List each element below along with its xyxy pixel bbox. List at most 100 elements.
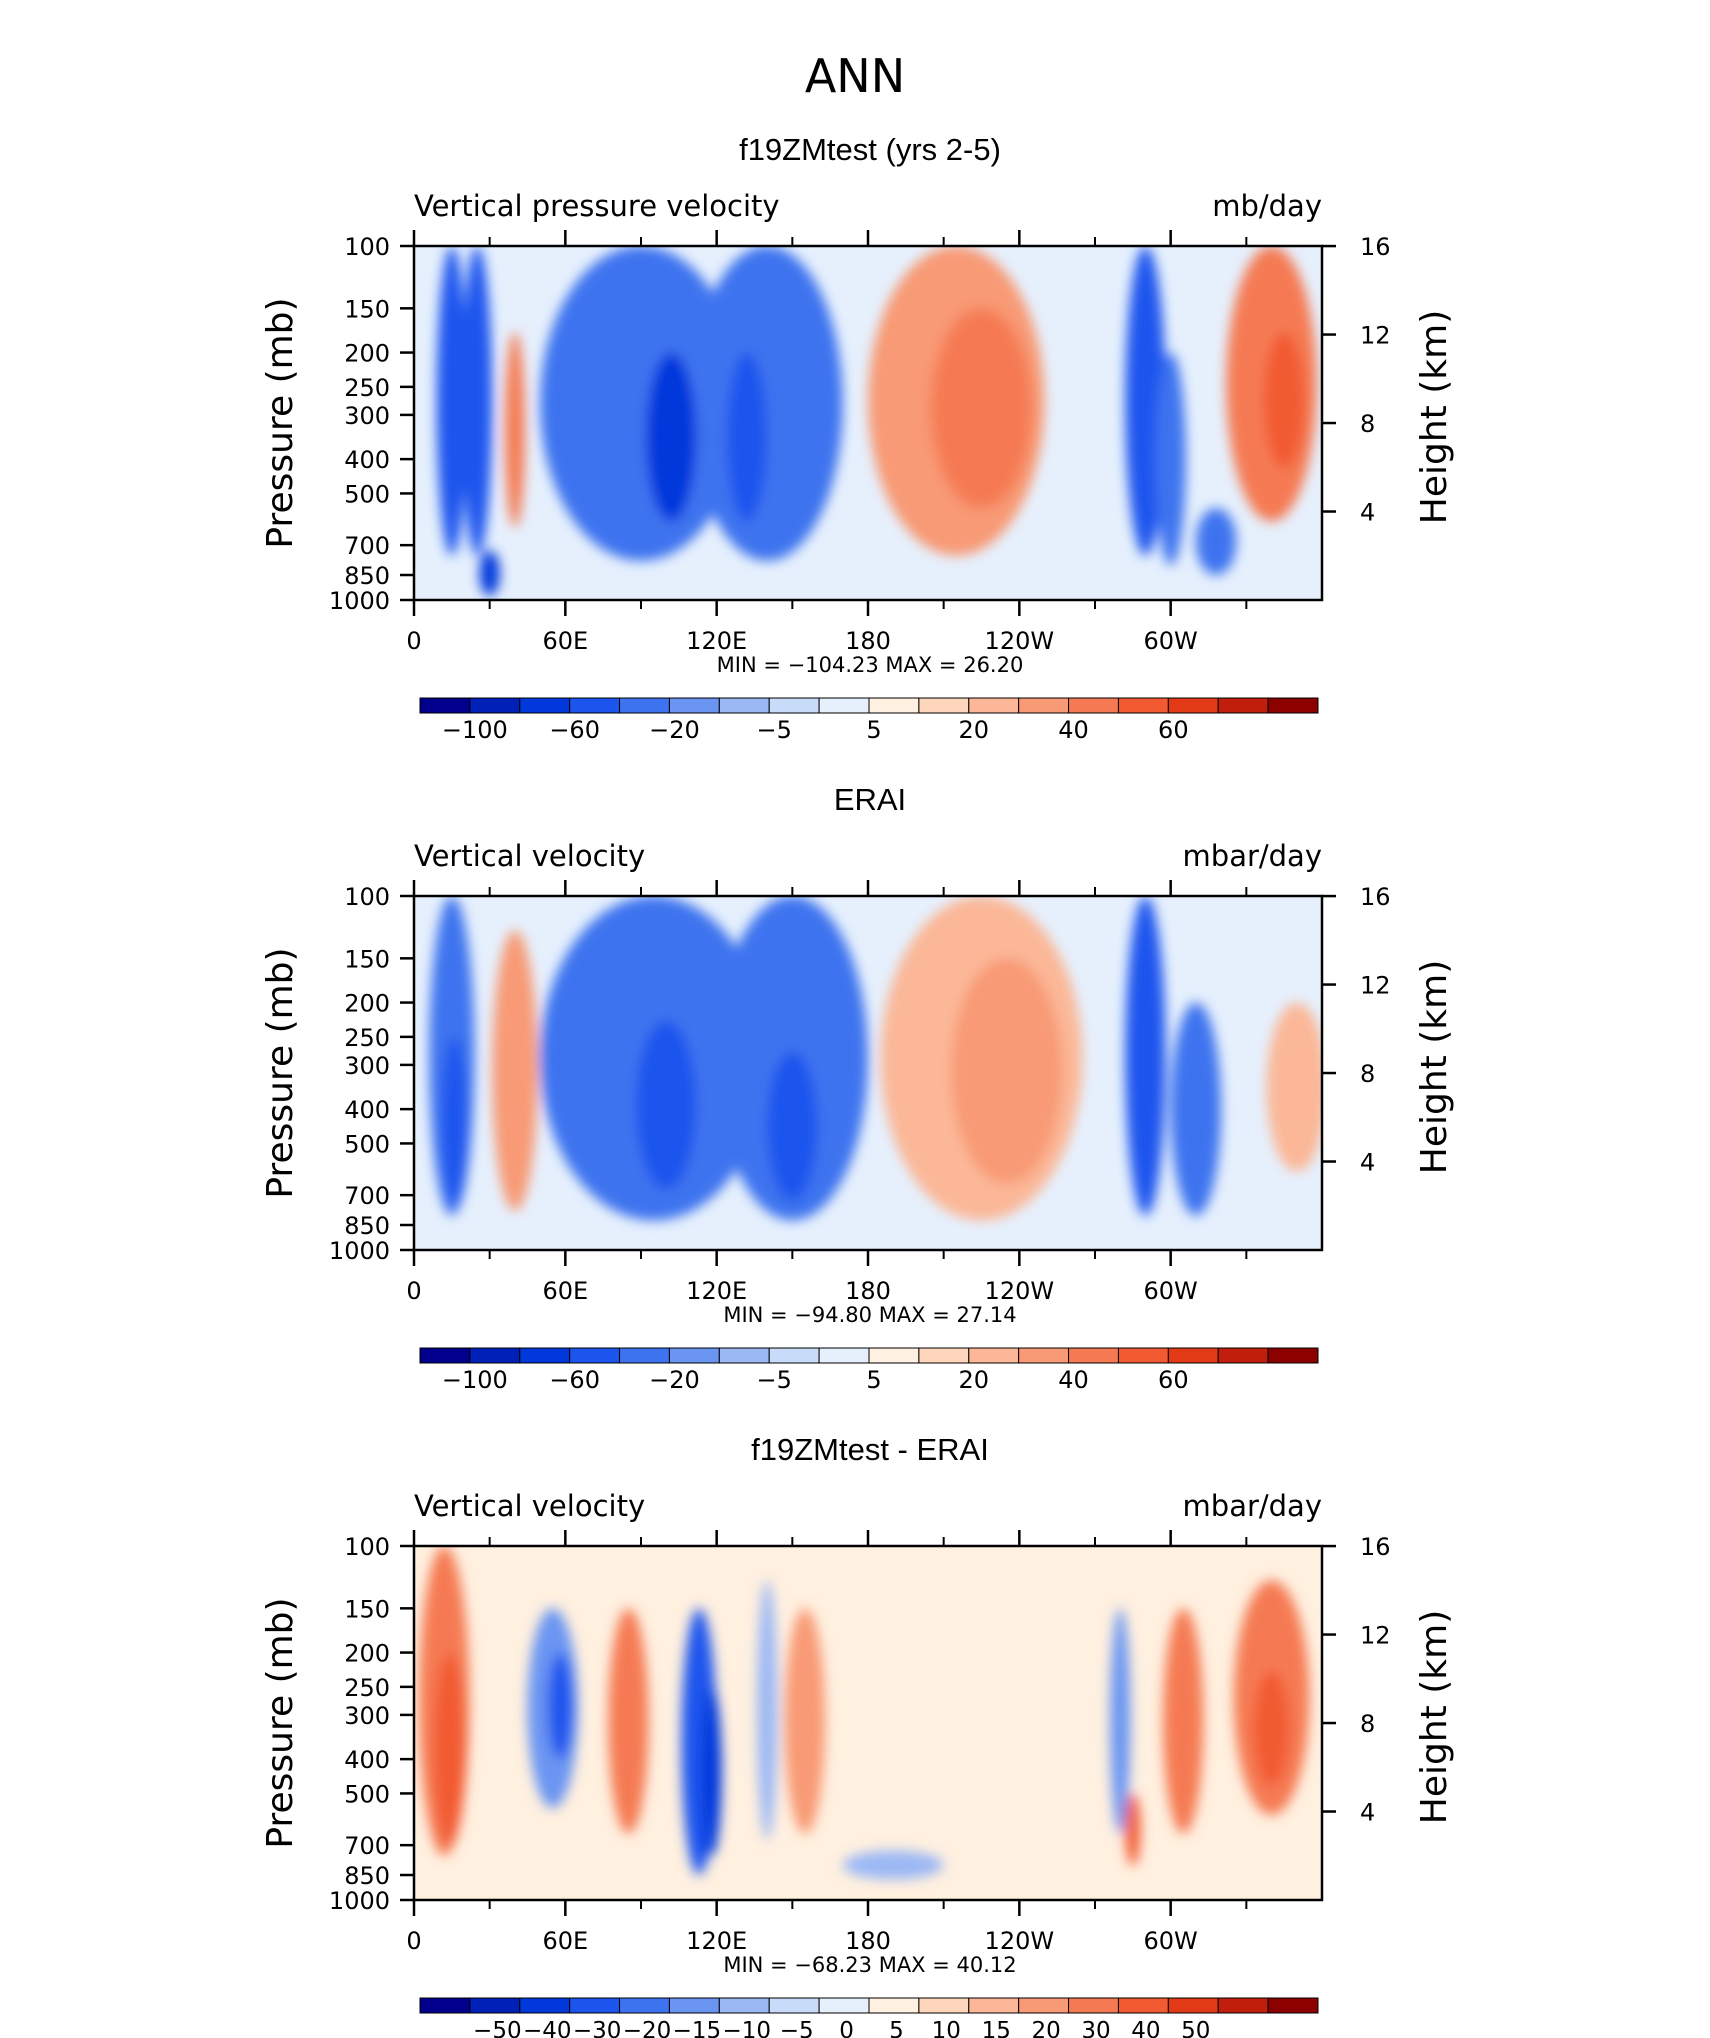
colorbar-label: −50 bbox=[473, 2018, 522, 2038]
contour-feature bbox=[1125, 1793, 1141, 1866]
colorbar-label: −5 bbox=[757, 1366, 792, 1394]
y-tick-label: 700 bbox=[344, 1832, 390, 1860]
contour-feature bbox=[1263, 332, 1305, 469]
contour-feature bbox=[436, 246, 467, 556]
colorbar-swatch bbox=[718, 1997, 770, 2014]
colorbar-swatch bbox=[718, 697, 770, 714]
y-tick-label: 500 bbox=[344, 480, 390, 508]
contour-feature bbox=[691, 246, 843, 561]
contour-feature bbox=[701, 1686, 722, 1856]
y-tick-label: 300 bbox=[344, 1702, 390, 1730]
colorbar-swatch bbox=[768, 697, 820, 714]
contour-feature bbox=[1195, 508, 1237, 576]
y2-tick-label: 8 bbox=[1360, 1710, 1375, 1738]
y-tick-label: 100 bbox=[344, 233, 390, 261]
y2-tick-label: 16 bbox=[1360, 883, 1391, 911]
y-tick-label: 200 bbox=[344, 340, 390, 368]
colorbar-swatch bbox=[569, 1997, 621, 2014]
colorbar-label: −100 bbox=[442, 1366, 508, 1394]
colorbar-swatch bbox=[1217, 1997, 1269, 2014]
variable-label: Vertical velocity bbox=[414, 1489, 645, 1523]
x-tick-label: 180 bbox=[845, 1277, 891, 1305]
y-tick-label: 1000 bbox=[329, 587, 390, 615]
contour-feature bbox=[461, 246, 493, 556]
colorbar-label: −20 bbox=[623, 2018, 672, 2038]
colorbar-swatch bbox=[1068, 1997, 1119, 2014]
y2-axis-title: Height (km) bbox=[1414, 310, 1455, 524]
colorbar-label: 40 bbox=[1131, 2018, 1160, 2038]
colorbar-swatch bbox=[968, 697, 1020, 714]
colorbar-label: 30 bbox=[1081, 2018, 1110, 2038]
x-tick-label: 120E bbox=[686, 1277, 747, 1305]
colorbar-swatch bbox=[868, 697, 920, 714]
y-tick-label: 250 bbox=[344, 374, 390, 402]
colorbar-swatch bbox=[1117, 1347, 1169, 1364]
contour-feature bbox=[1163, 1608, 1204, 1834]
colorbar-swatch bbox=[619, 1997, 670, 2014]
contour-feature bbox=[1155, 352, 1186, 566]
colorbar-swatch bbox=[469, 697, 521, 714]
contour-field bbox=[414, 246, 1322, 600]
y-tick-label: 400 bbox=[344, 1096, 390, 1124]
colorbar-label: 60 bbox=[1158, 1366, 1189, 1394]
y-tick-label: 100 bbox=[344, 1533, 390, 1561]
y-tick-label: 850 bbox=[344, 562, 390, 590]
contour-feature bbox=[1170, 1002, 1222, 1216]
y2-tick-label: 12 bbox=[1360, 1622, 1391, 1650]
colorbar-swatch bbox=[668, 697, 720, 714]
y2-tick-label: 4 bbox=[1360, 1149, 1375, 1177]
colorbar-swatch bbox=[968, 1347, 1020, 1364]
colorbar-swatch bbox=[519, 1997, 571, 2014]
panel-1: f19ZMtest (yrs 2-5) Vertical pressure vel… bbox=[260, 132, 1455, 744]
x-tick-label: 60E bbox=[542, 1277, 588, 1305]
contour-feature bbox=[1253, 1670, 1290, 1786]
colorbar-label: −5 bbox=[780, 2018, 814, 2038]
colorbar-swatch bbox=[918, 1997, 970, 2014]
x-tick-label: 60W bbox=[1144, 1277, 1198, 1305]
panel-title: ERAI bbox=[834, 782, 906, 817]
colorbar-swatch bbox=[818, 697, 870, 714]
colorbar-swatch bbox=[868, 1997, 920, 2014]
colorbar-swatch bbox=[419, 1347, 471, 1364]
colorbar-swatch bbox=[1267, 697, 1319, 714]
colorbar-swatch bbox=[1068, 697, 1119, 714]
panel-3: f19ZMtest - ERAI Vertical velocity mbar/da… bbox=[260, 1432, 1455, 2038]
y-tick-label: 1000 bbox=[329, 1887, 390, 1915]
y-tick-label: 100 bbox=[344, 883, 390, 911]
colorbar-label: −5 bbox=[757, 716, 792, 744]
colorbar-swatch bbox=[569, 697, 621, 714]
y2-tick-label: 8 bbox=[1360, 410, 1375, 438]
y-tick-label: 200 bbox=[344, 1640, 390, 1668]
panel-title: f19ZMtest - ERAI bbox=[751, 1432, 989, 1467]
y2-tick-label: 4 bbox=[1360, 1799, 1375, 1827]
colorbar-label: −20 bbox=[649, 1366, 700, 1394]
contour-feature bbox=[646, 352, 697, 522]
x-tick-label: 120E bbox=[686, 1927, 747, 1955]
contour-feature bbox=[767, 1051, 818, 1201]
colorbar-swatch bbox=[519, 697, 571, 714]
contour-feature bbox=[608, 1608, 649, 1834]
y-tick-label: 700 bbox=[344, 532, 390, 560]
colorbar-label: −20 bbox=[649, 716, 700, 744]
y-tick-label: 500 bbox=[344, 1780, 390, 1808]
colorbar-label: −60 bbox=[549, 716, 600, 744]
contour-feature bbox=[726, 352, 768, 522]
colorbar-swatch bbox=[1267, 1997, 1319, 2014]
contour-feature bbox=[635, 1020, 697, 1190]
colorbar-label: 20 bbox=[958, 716, 989, 744]
x-tick-label: 180 bbox=[845, 1927, 891, 1955]
y-tick-label: 400 bbox=[344, 1746, 390, 1774]
y-tick-label: 400 bbox=[344, 446, 390, 474]
colorbar-swatch bbox=[1167, 697, 1219, 714]
y-axis-title: Pressure (mb) bbox=[260, 297, 301, 548]
colorbar-swatch bbox=[1018, 1997, 1070, 2014]
colorbar-label: 20 bbox=[958, 1366, 989, 1394]
colorbar-label: −30 bbox=[573, 2018, 622, 2038]
colorbar-label: 5 bbox=[866, 716, 881, 744]
colorbar-label: 60 bbox=[1158, 716, 1189, 744]
colorbar-swatch bbox=[1217, 697, 1269, 714]
colorbar-swatch bbox=[1068, 1347, 1119, 1364]
x-tick-label: 60E bbox=[542, 1927, 588, 1955]
colorbar-swatch bbox=[519, 1347, 571, 1364]
colorbar-swatch bbox=[868, 1347, 920, 1364]
